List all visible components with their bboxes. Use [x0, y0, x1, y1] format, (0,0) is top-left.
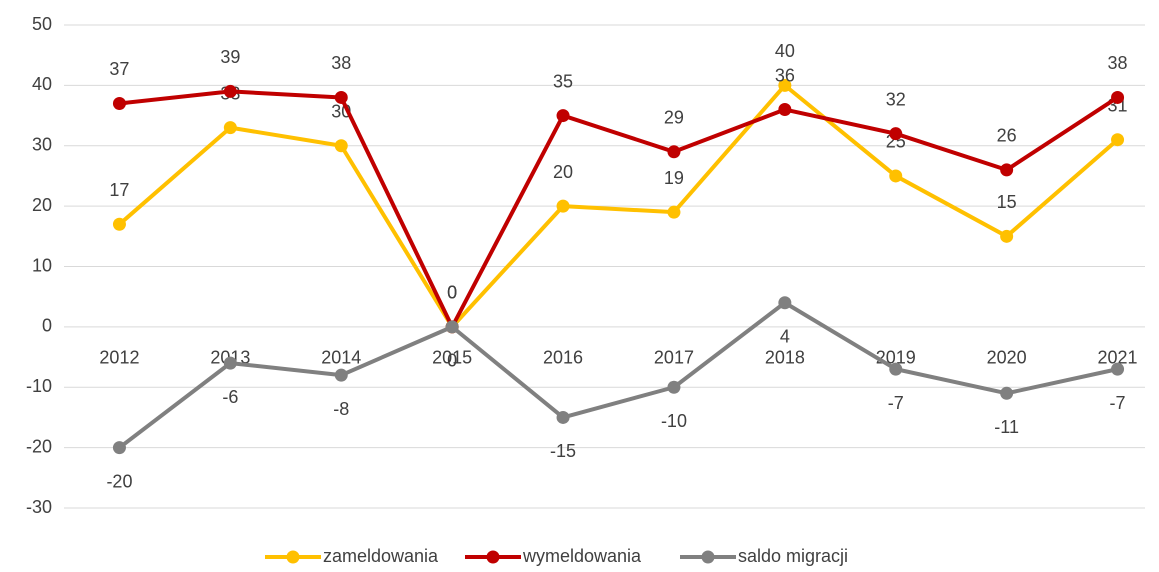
y-tick-label: 10 [32, 255, 52, 275]
y-tick-label: 30 [32, 135, 52, 155]
data-label: 35 [553, 71, 573, 91]
marker [1111, 133, 1125, 147]
x-tick-label: 2021 [1098, 348, 1138, 368]
y-tick-label: 0 [42, 316, 52, 336]
data-label: -20 [106, 471, 132, 491]
marker [445, 320, 459, 334]
data-label: -7 [888, 393, 904, 413]
y-tick-label: -30 [26, 497, 52, 517]
x-tick-label: 2016 [543, 348, 583, 368]
x-tick-label: 2014 [321, 348, 361, 368]
marker [1000, 163, 1014, 177]
marker [889, 169, 903, 183]
marker [223, 84, 237, 98]
data-label: -11 [994, 417, 1019, 437]
data-label: 36 [775, 65, 795, 85]
data-label: 0 [447, 283, 457, 303]
y-tick-label: -10 [26, 376, 52, 396]
data-label: -8 [333, 399, 349, 419]
data-label: -15 [550, 441, 576, 461]
marker [556, 410, 570, 424]
data-label: -10 [661, 411, 687, 431]
line [118, 83, 1119, 329]
marker [1000, 229, 1014, 243]
marker [889, 127, 903, 141]
x-tick-label: 2020 [987, 348, 1027, 368]
legend-marker [286, 550, 300, 564]
marker [889, 362, 903, 376]
marker [667, 205, 681, 219]
marker [778, 296, 792, 310]
marker [334, 368, 348, 382]
marker [667, 380, 681, 394]
legend-marker [486, 550, 500, 564]
marker [778, 103, 792, 117]
x-tick-label: 2017 [654, 348, 694, 368]
data-label: 38 [1108, 53, 1128, 73]
x-tick-label: 2018 [765, 348, 805, 368]
data-label: 40 [775, 41, 795, 61]
line [119, 89, 1119, 329]
data-label: 37 [109, 59, 129, 79]
y-tick-label: 20 [32, 195, 52, 215]
x-tick-label: 2012 [99, 348, 139, 368]
data-label: 0 [447, 351, 457, 371]
marker [556, 109, 570, 123]
marker [667, 145, 681, 159]
marker [778, 78, 792, 92]
data-label: 4 [780, 326, 790, 346]
data-label: 20 [553, 162, 573, 182]
data-label: -7 [1110, 393, 1126, 413]
marker [1111, 90, 1125, 104]
data-label: 29 [664, 108, 684, 128]
data-label: 32 [886, 89, 906, 109]
legend-marker [701, 550, 715, 564]
data-label: 26 [997, 126, 1017, 146]
y-tick-label: -20 [26, 436, 52, 456]
line [118, 300, 1118, 450]
legend-label: wymeldowania [522, 546, 642, 566]
data-label: 38 [331, 53, 351, 73]
marker [1000, 386, 1014, 400]
data-label: 19 [664, 168, 684, 188]
marker [556, 199, 570, 213]
data-label: 15 [997, 192, 1017, 212]
marker [1111, 362, 1125, 376]
data-label: 39 [220, 47, 240, 67]
marker [223, 121, 237, 135]
marker [112, 441, 126, 455]
series: -20 -6 -8 0 -15 -10 4 -7 -11 -7 [106, 296, 1126, 491]
data-label: -6 [222, 387, 238, 407]
legend-label: zameldowania [323, 546, 439, 566]
marker [112, 217, 126, 231]
marker [334, 90, 348, 104]
data-label: 17 [109, 180, 129, 200]
data-label: 0 [447, 283, 457, 303]
legend-label: saldo migracji [738, 546, 848, 566]
x-tick-label: 2015 [432, 348, 472, 368]
y-tick-label: 40 [32, 74, 52, 94]
marker [334, 139, 348, 153]
y-tick-label: 50 [32, 14, 52, 34]
series: 37 39 38 0 35 29 36 32 26 38 [109, 47, 1128, 334]
marker [112, 96, 126, 110]
marker [223, 356, 237, 370]
